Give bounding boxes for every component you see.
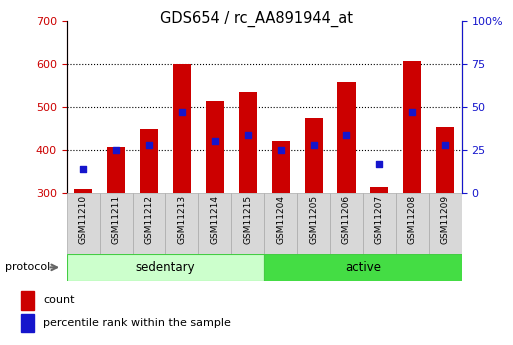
Text: GSM11209: GSM11209 — [441, 195, 450, 244]
Text: GSM11211: GSM11211 — [111, 195, 121, 244]
Point — [79, 166, 87, 172]
Point — [342, 132, 350, 137]
Bar — [67, 254, 264, 281]
Text: count: count — [43, 295, 75, 305]
Bar — [396, 193, 429, 254]
Text: GSM11206: GSM11206 — [342, 195, 351, 244]
Bar — [370, 187, 388, 193]
Text: GSM11213: GSM11213 — [177, 195, 186, 244]
Text: GSM11207: GSM11207 — [375, 195, 384, 244]
Bar — [297, 193, 330, 254]
Bar — [264, 254, 462, 281]
Text: GSM11215: GSM11215 — [243, 195, 252, 244]
Point — [244, 132, 252, 137]
Bar — [436, 127, 455, 193]
Point — [277, 147, 285, 153]
Bar — [21, 314, 34, 332]
Text: protocol: protocol — [5, 263, 50, 272]
Point — [441, 142, 449, 148]
Bar — [107, 147, 125, 193]
Bar — [271, 141, 290, 193]
Point — [408, 109, 417, 115]
Bar — [429, 193, 462, 254]
Bar — [74, 189, 92, 193]
Bar — [231, 193, 264, 254]
Text: GSM11208: GSM11208 — [408, 195, 417, 244]
Text: GDS654 / rc_AA891944_at: GDS654 / rc_AA891944_at — [160, 10, 353, 27]
Bar — [264, 193, 297, 254]
Bar — [100, 193, 132, 254]
Point — [376, 161, 384, 167]
Text: active: active — [345, 261, 381, 274]
Point — [145, 142, 153, 148]
Text: GSM11205: GSM11205 — [309, 195, 318, 244]
Point — [211, 139, 219, 144]
Point — [309, 142, 318, 148]
Bar — [338, 82, 356, 193]
Bar — [21, 291, 34, 309]
Bar — [363, 193, 396, 254]
Bar — [140, 129, 158, 193]
Point — [112, 147, 120, 153]
Text: percentile rank within the sample: percentile rank within the sample — [43, 318, 231, 328]
Bar — [67, 193, 100, 254]
Bar — [206, 101, 224, 193]
Bar — [173, 64, 191, 193]
Bar — [199, 193, 231, 254]
Text: GSM11210: GSM11210 — [78, 195, 88, 244]
Point — [178, 109, 186, 115]
Bar — [305, 118, 323, 193]
Text: GSM11212: GSM11212 — [145, 195, 153, 244]
Bar — [132, 193, 165, 254]
Bar — [403, 61, 421, 193]
Text: sedentary: sedentary — [135, 261, 195, 274]
Bar — [165, 193, 199, 254]
Bar — [239, 92, 257, 193]
Text: GSM11204: GSM11204 — [276, 195, 285, 244]
Bar — [330, 193, 363, 254]
Text: GSM11214: GSM11214 — [210, 195, 220, 244]
